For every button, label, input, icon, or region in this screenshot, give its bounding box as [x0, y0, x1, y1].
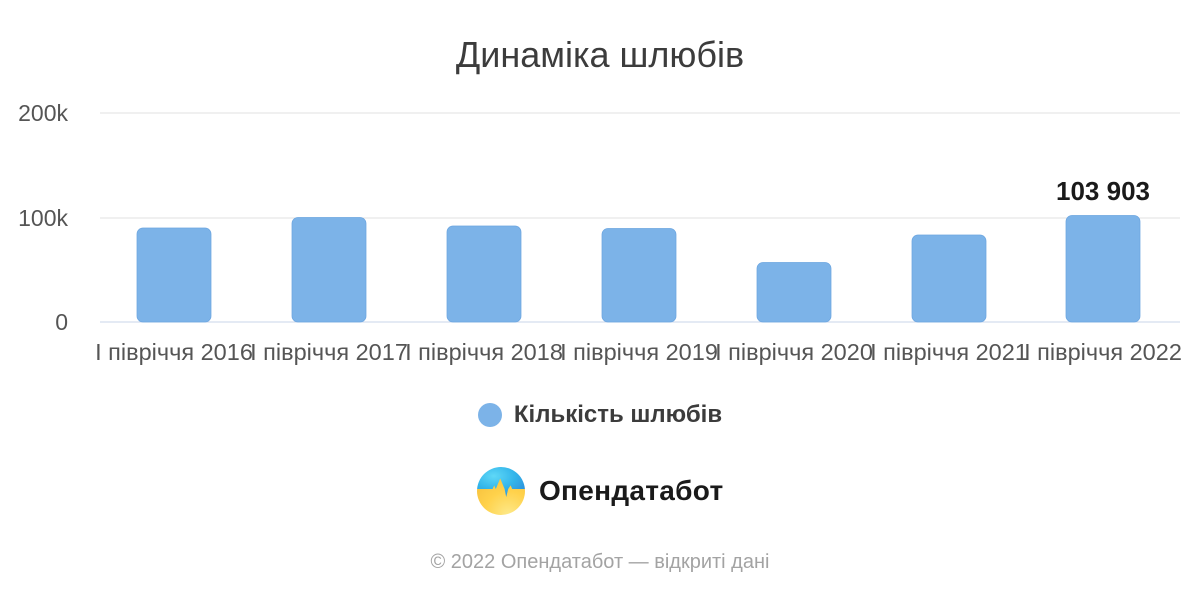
svg-text:I півріччя 2021: I півріччя 2021 — [870, 339, 1028, 365]
svg-text:103 903: 103 903 — [1056, 176, 1150, 206]
svg-text:I півріччя 2019: I півріччя 2019 — [560, 339, 718, 365]
svg-text:I півріччя 2018: I півріччя 2018 — [405, 339, 563, 365]
svg-text:200k: 200k — [18, 100, 68, 126]
svg-text:0: 0 — [55, 309, 68, 335]
svg-text:I півріччя 2022: I півріччя 2022 — [1024, 339, 1182, 365]
svg-text:100k: 100k — [18, 205, 68, 231]
svg-text:I півріччя 2016: I півріччя 2016 — [95, 339, 253, 365]
svg-text:I півріччя 2020: I півріччя 2020 — [715, 339, 873, 365]
svg-text:I півріччя 2017: I півріччя 2017 — [250, 339, 408, 365]
